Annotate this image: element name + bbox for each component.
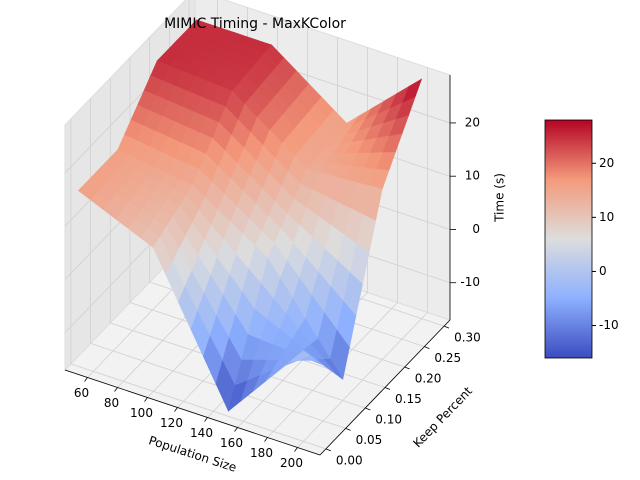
x-tick-label: 120 (160, 416, 183, 430)
tick-mark (84, 377, 88, 382)
surface-patch (289, 350, 311, 362)
tick-mark (114, 387, 118, 392)
tick-mark (424, 346, 430, 349)
z-tick-label: 0 (472, 222, 480, 236)
tick-mark (264, 437, 268, 442)
tick-mark (384, 387, 391, 390)
tick-mark (443, 325, 450, 329)
tick-mark (404, 366, 410, 370)
y-tick-label: 0.30 (454, 331, 481, 345)
tick-mark (204, 417, 208, 422)
x-tick-label: 80 (104, 396, 119, 410)
y-tick-label: 0.20 (415, 372, 442, 386)
z-tick-label: 10 (465, 169, 480, 183)
y-tick-label: 0.25 (434, 351, 461, 365)
axis-line (319, 319, 451, 456)
x-tick-label: 160 (220, 436, 243, 450)
colorbar-tick-label: 0 (599, 264, 607, 278)
tick-mark (294, 447, 298, 452)
colorbar-tick-label: -10 (599, 318, 619, 332)
colorbar (544, 119, 593, 359)
x-tick-label: 140 (190, 426, 213, 440)
surface (77, 19, 423, 412)
chart-title: MIMIC Timing - MaxKColor (164, 16, 346, 32)
tick-mark (174, 407, 178, 412)
y-tick-label: 0.00 (336, 453, 363, 467)
y-tick-label: 0.10 (375, 412, 402, 426)
z-tick-label: -10 (460, 275, 480, 289)
colorbar-tick-label: 10 (599, 210, 614, 224)
x-tick-label: 200 (280, 456, 303, 470)
colorbar-tick-label: 20 (599, 156, 614, 170)
tick-mark (234, 427, 238, 432)
z-tick-label: 20 (465, 115, 480, 129)
axis-line (64, 369, 321, 456)
tick-mark (365, 407, 371, 411)
x-tick-label: 100 (130, 406, 153, 420)
tick-mark (345, 428, 351, 431)
grid-line (70, 363, 327, 450)
x-tick-label: 180 (250, 446, 273, 460)
y-tick-label: 0.15 (395, 392, 422, 406)
z-axis-label: Time (s) (493, 173, 507, 223)
tick-mark (144, 397, 148, 402)
y-tick-label: 0.05 (356, 433, 383, 447)
tick-mark (325, 448, 332, 452)
x-tick-label: 60 (74, 386, 89, 400)
